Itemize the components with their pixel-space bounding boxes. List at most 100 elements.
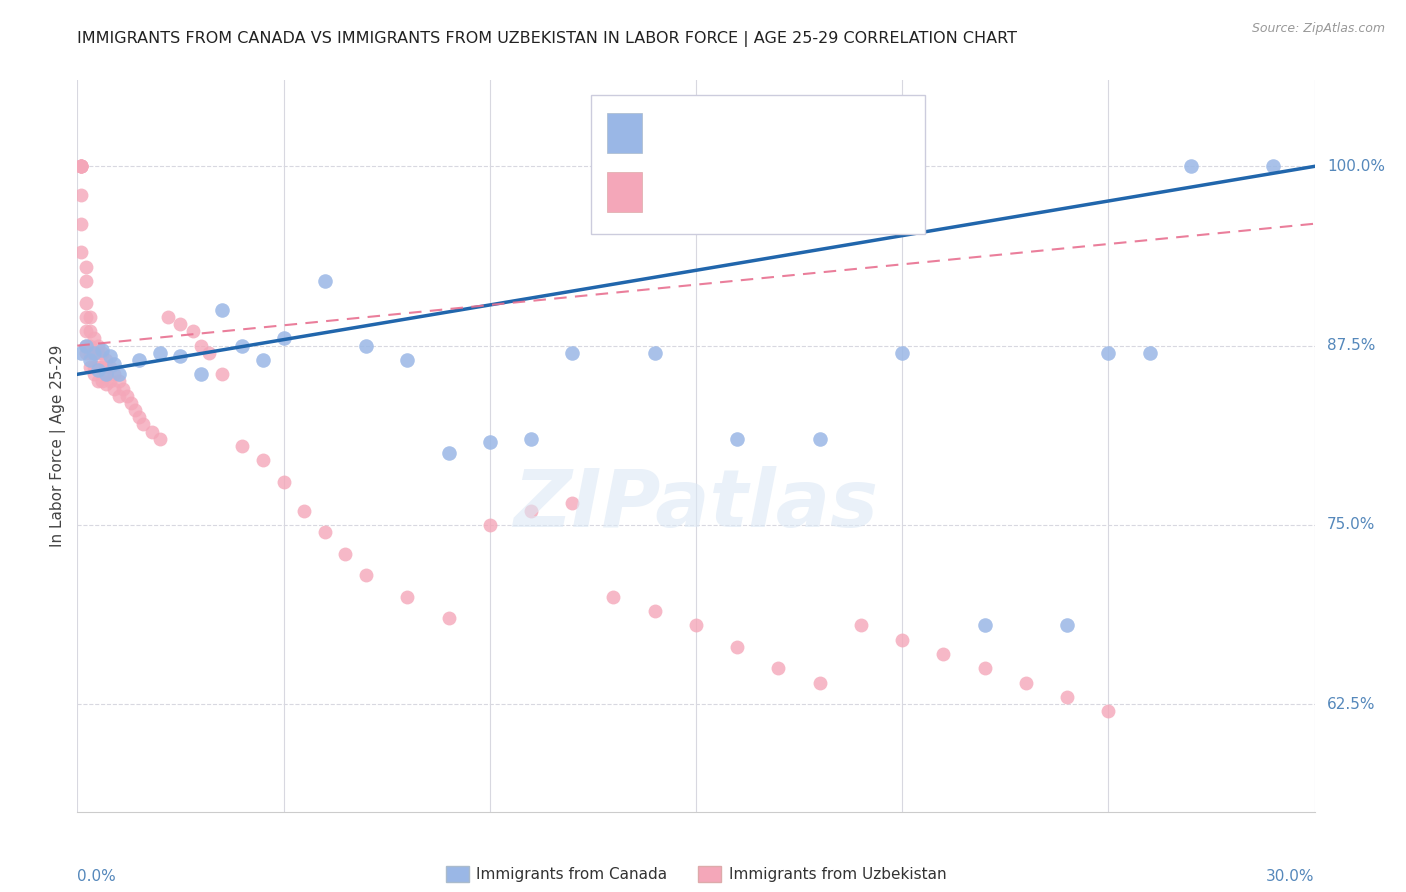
Point xyxy=(437,611,460,625)
FancyBboxPatch shape xyxy=(607,113,641,153)
Point xyxy=(252,453,274,467)
Point xyxy=(79,338,101,352)
Point xyxy=(602,590,624,604)
Point xyxy=(198,345,221,359)
Point xyxy=(335,547,357,561)
Text: 75.0%: 75.0% xyxy=(1327,517,1375,533)
Point xyxy=(75,338,97,352)
Point xyxy=(70,159,93,173)
Point xyxy=(273,475,295,489)
Point xyxy=(149,345,172,359)
Point xyxy=(1139,345,1161,359)
Point xyxy=(932,647,955,661)
Point xyxy=(83,345,105,359)
Point xyxy=(70,345,93,359)
Point xyxy=(87,360,110,375)
Point xyxy=(1015,675,1038,690)
Point xyxy=(120,396,142,410)
Point xyxy=(96,353,118,368)
Point xyxy=(644,345,666,359)
Point xyxy=(181,324,204,338)
Point xyxy=(128,410,150,425)
Point xyxy=(1056,618,1078,632)
Point xyxy=(98,375,121,389)
Point xyxy=(87,375,110,389)
Point xyxy=(83,360,105,375)
Point xyxy=(808,432,831,446)
Text: R = 0.314: R = 0.314 xyxy=(657,124,744,139)
Point xyxy=(149,432,172,446)
Point xyxy=(849,618,872,632)
Point xyxy=(103,382,125,396)
Point xyxy=(973,618,995,632)
Point xyxy=(107,375,129,389)
Point xyxy=(973,661,995,675)
Point xyxy=(111,382,134,396)
Point xyxy=(211,302,233,317)
Point xyxy=(75,338,97,352)
Point xyxy=(98,360,121,375)
Point xyxy=(96,377,118,392)
Point xyxy=(561,345,583,359)
Text: 30.0%: 30.0% xyxy=(1267,869,1315,884)
Text: IMMIGRANTS FROM CANADA VS IMMIGRANTS FROM UZBEKISTAN IN LABOR FORCE | AGE 25-29 : IMMIGRANTS FROM CANADA VS IMMIGRANTS FRO… xyxy=(77,31,1018,47)
Point xyxy=(1097,345,1119,359)
Point xyxy=(96,368,118,382)
Point xyxy=(91,375,114,389)
Point xyxy=(478,434,501,449)
Point xyxy=(891,632,914,647)
Point xyxy=(79,353,101,368)
Point xyxy=(98,349,121,363)
Point xyxy=(725,640,748,654)
Point xyxy=(725,432,748,446)
Point xyxy=(87,363,110,377)
Point xyxy=(83,345,105,359)
Point xyxy=(107,389,129,403)
Point xyxy=(273,331,295,345)
Point xyxy=(520,432,543,446)
FancyBboxPatch shape xyxy=(591,95,925,234)
Point xyxy=(128,353,150,368)
Point xyxy=(103,368,125,382)
Text: N = 81: N = 81 xyxy=(789,185,849,200)
Point xyxy=(87,338,110,352)
Point xyxy=(79,310,101,324)
Text: N = 35: N = 35 xyxy=(789,124,849,139)
Point xyxy=(75,260,97,274)
Point xyxy=(70,217,93,231)
Point xyxy=(70,159,93,173)
Point xyxy=(292,503,315,517)
Point xyxy=(396,353,419,368)
Point xyxy=(190,338,212,352)
Point xyxy=(83,331,105,345)
Text: 100.0%: 100.0% xyxy=(1327,159,1385,174)
Point xyxy=(314,274,336,288)
Point xyxy=(79,360,101,375)
Point xyxy=(124,403,146,417)
Point xyxy=(891,345,914,359)
Point xyxy=(115,389,138,403)
Point xyxy=(644,604,666,618)
Point xyxy=(75,324,97,338)
Legend: Immigrants from Canada, Immigrants from Uzbekistan: Immigrants from Canada, Immigrants from … xyxy=(440,860,952,888)
Point xyxy=(314,524,336,539)
Point xyxy=(478,517,501,532)
Text: ZIPatlas: ZIPatlas xyxy=(513,466,879,543)
Point xyxy=(70,159,93,173)
Point xyxy=(79,345,101,359)
Point xyxy=(75,310,97,324)
Point xyxy=(83,368,105,382)
Point xyxy=(70,159,93,173)
Point xyxy=(70,188,93,202)
Point xyxy=(70,159,93,173)
Point xyxy=(396,590,419,604)
Point xyxy=(231,439,253,453)
Point xyxy=(437,446,460,460)
Point xyxy=(75,345,97,359)
Point xyxy=(87,345,110,359)
Point xyxy=(231,338,253,352)
Y-axis label: In Labor Force | Age 25-29: In Labor Force | Age 25-29 xyxy=(51,345,66,547)
Text: 62.5%: 62.5% xyxy=(1327,697,1375,712)
Point xyxy=(91,360,114,375)
Point xyxy=(1180,159,1202,173)
